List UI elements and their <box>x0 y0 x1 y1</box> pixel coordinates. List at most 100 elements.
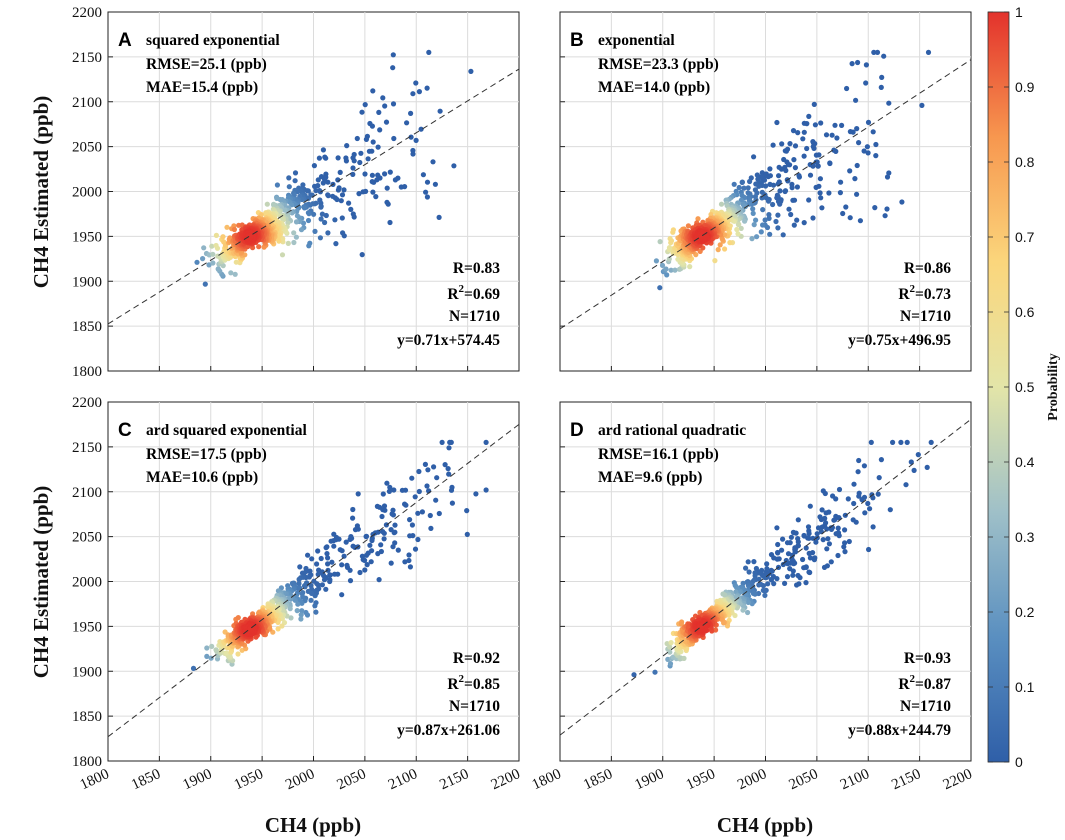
scatter-point <box>747 178 753 185</box>
scatter-point <box>873 153 879 159</box>
y-tick-label: 2100 <box>72 485 102 501</box>
y-tick-label: 2050 <box>72 140 102 156</box>
scatter-point <box>348 206 354 212</box>
scatter-point <box>667 644 673 650</box>
scatter-point <box>292 178 298 184</box>
scatter-point <box>317 235 323 241</box>
panel-d-r2-value: =0.87 <box>915 676 951 693</box>
x-tick-label: 1850 <box>129 766 163 793</box>
y-tick-label: 1800 <box>72 754 102 770</box>
scatter-point <box>760 222 766 228</box>
scatter-point <box>800 136 806 142</box>
scatter-point <box>791 530 797 536</box>
scatter-point <box>925 49 932 56</box>
scatter-point <box>194 259 200 265</box>
scatter-point <box>190 665 197 672</box>
scatter-point <box>807 162 813 168</box>
x-tick-label: 2050 <box>787 766 821 793</box>
scatter-point <box>390 101 397 107</box>
y-tick-label: 2150 <box>72 50 102 66</box>
panel-b-grid <box>560 12 971 371</box>
scatter-point <box>220 234 226 240</box>
scatter-point <box>358 150 364 156</box>
panel-c-rmse: RMSE=17.5 (ppb) <box>146 446 267 463</box>
scatter-point <box>406 552 412 558</box>
scatter-point <box>363 552 370 558</box>
scatter-point <box>863 80 869 86</box>
scatter-point <box>759 195 765 201</box>
scatter-point <box>315 548 321 554</box>
scatter-point <box>313 188 319 194</box>
scatter-point <box>215 266 221 272</box>
scatter-point <box>832 122 838 128</box>
scatter-point <box>842 527 848 533</box>
scatter-point <box>339 562 345 568</box>
panel-c-r2-sup: 2 <box>459 673 465 685</box>
scatter-point <box>665 656 671 663</box>
scatter-point <box>464 531 470 538</box>
scatter-point <box>695 216 701 222</box>
scatter-point <box>434 475 440 481</box>
scatter-point <box>826 541 833 547</box>
x-tick-label: 2100 <box>386 766 420 793</box>
scatter-point <box>369 123 375 129</box>
scatter-point <box>668 267 674 273</box>
scatter-point <box>814 531 820 537</box>
scatter-point <box>751 559 757 565</box>
scatter-point <box>823 510 829 516</box>
scatter-point <box>325 555 331 561</box>
scatter-point <box>293 234 299 240</box>
scatter-point <box>806 530 812 537</box>
scatter-point <box>433 497 439 503</box>
scatter-point <box>291 239 297 246</box>
scatter-point <box>811 145 817 151</box>
panel-b-rmse: RMSE=23.3 (ppb) <box>598 56 719 73</box>
scatter-point <box>795 130 801 136</box>
scatter-point <box>718 201 725 207</box>
scatter-point <box>318 216 324 222</box>
x-axis-title-left: CH4 (ppb) <box>265 813 361 837</box>
scatter-point <box>765 174 771 180</box>
scatter-point <box>844 85 850 92</box>
scatter-point <box>369 537 375 544</box>
panel-c-r2-value: =0.85 <box>464 676 500 693</box>
scatter-point <box>787 566 793 572</box>
scatter-point <box>810 215 816 221</box>
panel-a-title: squared exponential <box>146 32 280 49</box>
scatter-point <box>390 544 396 550</box>
scatter-point <box>436 214 442 220</box>
scatter-point <box>437 108 443 114</box>
scatter-point <box>720 591 726 597</box>
scatter-point <box>232 271 238 277</box>
scatter-point <box>473 491 479 497</box>
scatter-point <box>886 100 892 106</box>
scatter-point <box>806 550 812 557</box>
scatter-point <box>868 439 874 445</box>
y-tick-label: 1850 <box>72 319 102 335</box>
scatter-point <box>675 256 681 262</box>
scatter-point <box>350 543 356 549</box>
scatter-point <box>670 227 677 233</box>
scatter-point <box>351 158 357 164</box>
colorbar-tick-label: 0.5 <box>1015 379 1035 395</box>
scatter-point <box>785 161 792 168</box>
scatter-point <box>795 517 801 523</box>
scatter-point <box>346 200 352 206</box>
scatter-point <box>392 177 398 183</box>
scatter-point <box>821 564 828 571</box>
colorbar-tick-label: 0.1 <box>1015 679 1035 695</box>
scatter-point <box>856 457 862 464</box>
scatter-point <box>285 240 291 246</box>
scatter-point <box>320 180 326 186</box>
scatter-point <box>404 120 410 126</box>
scatter-point <box>415 510 421 516</box>
scatter-point <box>483 439 489 445</box>
scatter-point <box>928 439 934 445</box>
scatter-point <box>315 177 321 183</box>
colorbar-tick-label: 0.4 <box>1015 454 1035 470</box>
scatter-point <box>672 267 678 273</box>
scatter-point <box>819 205 825 211</box>
scatter-point <box>756 582 762 588</box>
panel-d-n: N=1710 <box>900 698 951 715</box>
scatter-point <box>915 452 921 458</box>
